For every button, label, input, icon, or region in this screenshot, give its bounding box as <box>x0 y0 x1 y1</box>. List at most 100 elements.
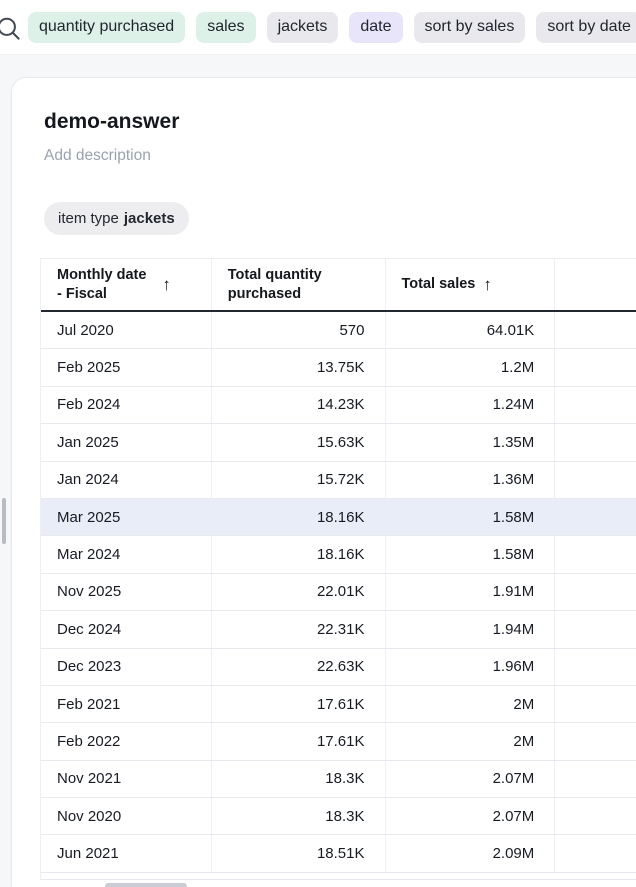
empty-cell <box>555 574 636 610</box>
quantity-cell: 15.72K <box>212 461 386 498</box>
search-chip-jackets[interactable]: jackets <box>266 11 339 43</box>
filter-chip-value: jackets <box>123 210 175 227</box>
table-row[interactable]: Feb 2025 13.75K 1.2M <box>41 349 636 387</box>
horizontal-scrollbar-thumb[interactable] <box>105 883 187 887</box>
date-cell: Nov 2021 <box>41 760 212 798</box>
quantity-cell: 18.3K <box>212 760 386 798</box>
date-cell: Jan 2024 <box>41 461 212 498</box>
column-header-1[interactable]: Total quantity purchased <box>212 259 386 310</box>
date-cell: Nov 2025 <box>41 573 212 611</box>
search-bar: quantity purchased sales jackets date sort b… <box>0 0 636 55</box>
empty-cell <box>555 499 636 535</box>
sales-cell: 1.58M <box>386 536 556 573</box>
date-cell: Mar 2024 <box>41 536 212 573</box>
sales-cell: 2.09M <box>386 835 556 872</box>
filter-chip-item-type[interactable]: item type jackets <box>44 202 189 235</box>
table-header-row: Monthly date - Fiscal ↑ Total quantity pur… <box>41 259 636 312</box>
date-cell: Feb 2022 <box>41 723 212 760</box>
empty-cell <box>555 536 636 572</box>
sales-cell: 1.2M <box>386 349 556 386</box>
quantity-cell: 18.3K <box>212 798 386 835</box>
table-row[interactable]: Jan 2024 15.72K 1.36M <box>41 461 636 499</box>
sales-cell: 2.07M <box>386 760 556 798</box>
table-row[interactable]: Feb 2022 17.61K 2M <box>41 723 636 761</box>
quantity-cell: 22.63K <box>212 648 386 685</box>
date-cell: Dec 2024 <box>41 611 212 648</box>
column-header-2[interactable]: Total sales ↑ <box>386 259 556 310</box>
date-cell: Mar 2025 <box>57 508 121 526</box>
search-chip-sales[interactable]: sales <box>196 11 256 43</box>
sales-cell: 64.01K <box>386 312 556 349</box>
page-title: demo-answer <box>44 110 180 133</box>
table-row[interactable]: Mar 2025 18.16K 1.58M <box>41 498 636 537</box>
table-row[interactable]: Jan 2025 15.63K 1.35M <box>41 424 636 462</box>
table-row[interactable]: Jul 2020 570 64.01K <box>41 312 636 350</box>
quantity-cell: 18.16K <box>316 508 365 526</box>
answer-card: demo-answer Add description item type ja… <box>12 78 636 887</box>
vertical-scrollbar-thumb[interactable] <box>2 498 6 544</box>
sales-cell: 1.96M <box>386 648 556 685</box>
table-row[interactable]: Nov 2025 22.01K 1.91M <box>41 573 636 612</box>
empty-cell <box>555 723 636 759</box>
quantity-cell: 13.75K <box>212 349 386 386</box>
table-row[interactable]: Dec 2023 22.63K 1.96M <box>41 648 636 686</box>
sales-cell: 1.35M <box>386 424 556 461</box>
empty-cell <box>555 686 636 722</box>
sales-cell: 1.94M <box>386 611 556 648</box>
sales-cell: 2.07M <box>386 798 556 835</box>
empty-cell <box>555 462 636 498</box>
table-row-partial <box>41 873 636 880</box>
sort-ascending-icon: ↑ <box>162 275 171 294</box>
empty-cell <box>555 349 636 385</box>
column-header-0[interactable]: Monthly date - Fiscal ↑ <box>41 259 212 310</box>
filter-chip-label: item type <box>58 210 119 227</box>
search-chip-quantity-purchased[interactable]: quantity purchased <box>28 11 186 43</box>
date-cell: Feb 2021 <box>41 685 212 723</box>
date-cell: Feb 2024 <box>41 386 212 424</box>
sales-cell: 2M <box>386 685 556 723</box>
table-body: Jul 2020 570 64.01K Feb 2025 13.75K 1.2M Feb 2… <box>41 312 636 873</box>
date-cell: Dec 2023 <box>41 648 212 685</box>
quantity-cell: 22.31K <box>212 611 386 648</box>
table-row[interactable]: Jun 2021 18.51K 2.09M <box>41 835 636 873</box>
table-row[interactable]: Nov 2021 18.3K 2.07M <box>41 760 636 799</box>
date-cell: Nov 2020 <box>41 798 212 835</box>
sales-cell: 1.24M <box>386 386 556 424</box>
table-row[interactable]: Feb 2021 17.61K 2M <box>41 685 636 724</box>
quantity-cell: 18.16K <box>212 536 386 573</box>
empty-cell <box>555 761 636 797</box>
description-placeholder[interactable]: Add description <box>44 147 151 164</box>
sales-cell: 1.36M <box>386 461 556 498</box>
sales-cell: 1.91M <box>386 573 556 611</box>
date-cell: Jan 2025 <box>41 424 212 461</box>
search-chip-sort-by-date[interactable]: sort by date <box>536 11 636 43</box>
sales-cell: 2M <box>386 723 556 760</box>
quantity-cell: 14.23K <box>212 386 386 424</box>
quantity-cell: 18.51K <box>212 835 386 872</box>
column-header-label: Monthly date - Fiscal <box>57 266 147 302</box>
quantity-cell: 15.63K <box>212 424 386 461</box>
quantity-cell: 570 <box>212 312 386 349</box>
sort-ascending-icon: ↑ <box>483 275 492 294</box>
search-chip-date[interactable]: date <box>349 11 403 43</box>
column-header-label: Total sales <box>401 276 476 292</box>
table-row[interactable]: Mar 2024 18.16K 1.58M <box>41 536 636 574</box>
empty-cell <box>555 387 636 423</box>
search-chip-sort-by-sales[interactable]: sort by sales <box>413 11 526 43</box>
empty-cell <box>555 835 636 871</box>
sales-cell: 1.58M <box>492 508 535 526</box>
column-header-3[interactable] <box>555 259 636 310</box>
empty-cell <box>555 312 636 348</box>
search-icon[interactable] <box>0 15 22 42</box>
date-cell: Feb 2025 <box>41 349 212 386</box>
empty-cell <box>555 798 636 834</box>
date-cell: Jun 2021 <box>41 835 212 872</box>
date-cell: Jul 2020 <box>41 312 212 349</box>
empty-cell <box>555 611 636 647</box>
table-row[interactable]: Nov 2020 18.3K 2.07M <box>41 798 636 836</box>
results-table: Monthly date - Fiscal ↑ Total quantity pur… <box>40 258 636 880</box>
table-row[interactable]: Feb 2024 14.23K 1.24M <box>41 386 636 425</box>
empty-cell <box>555 424 636 460</box>
quantity-cell: 22.01K <box>212 573 386 611</box>
table-row[interactable]: Dec 2024 22.31K 1.94M <box>41 611 636 649</box>
